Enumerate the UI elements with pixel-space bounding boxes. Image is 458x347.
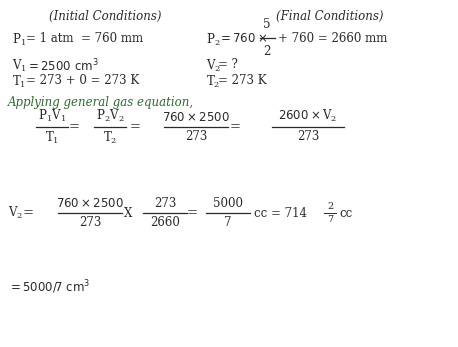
Text: = ?: = ?: [218, 58, 238, 71]
Text: $\mathregular{V_1}$: $\mathregular{V_1}$: [12, 58, 27, 74]
Text: =: =: [69, 120, 80, 134]
Text: $\mathregular{P_2}$: $\mathregular{P_2}$: [206, 32, 220, 48]
Text: $= 2500\ \mathrm{cm^3}$: $= 2500\ \mathrm{cm^3}$: [26, 58, 99, 75]
Text: 5: 5: [263, 18, 271, 31]
Text: $\mathregular{T_1}$: $\mathregular{T_1}$: [12, 74, 26, 90]
Text: (Initial Conditions): (Initial Conditions): [49, 10, 161, 23]
Text: 273: 273: [185, 130, 207, 143]
Text: $\mathregular{T_1}$: $\mathregular{T_1}$: [45, 130, 59, 146]
Text: $\mathregular{V_2}$: $\mathregular{V_2}$: [8, 205, 23, 221]
Text: $\mathregular{P_2V_2}$: $\mathregular{P_2V_2}$: [96, 108, 124, 124]
Text: = 273 K: = 273 K: [218, 74, 267, 87]
Text: 2: 2: [263, 45, 271, 58]
Text: 273: 273: [297, 130, 319, 143]
Text: 7: 7: [327, 215, 333, 224]
Text: 5000: 5000: [213, 197, 243, 210]
Text: $760 \times 2500$: $760 \times 2500$: [56, 197, 124, 210]
Text: =: =: [229, 120, 240, 134]
Text: (Final Conditions): (Final Conditions): [276, 10, 384, 23]
Text: cc = 714: cc = 714: [254, 206, 307, 220]
Text: $\mathregular{T_2}$: $\mathregular{T_2}$: [206, 74, 220, 90]
Text: =: =: [186, 206, 197, 220]
Text: $\mathregular{T_2}$: $\mathregular{T_2}$: [103, 130, 117, 146]
Text: Applying general gas equation,: Applying general gas equation,: [8, 96, 194, 109]
Text: cc: cc: [339, 206, 352, 220]
Text: =: =: [23, 206, 34, 220]
Text: 2660: 2660: [150, 216, 180, 229]
Text: $\mathregular{P_1}$: $\mathregular{P_1}$: [12, 32, 26, 48]
Text: 273: 273: [79, 216, 101, 229]
Text: $760 \times 2500$: $760 \times 2500$: [162, 111, 230, 124]
Text: $\mathregular{V_2}$: $\mathregular{V_2}$: [206, 58, 221, 74]
Text: $= 760 \times$: $= 760 \times$: [218, 32, 267, 45]
Text: X: X: [124, 206, 132, 220]
Text: 273: 273: [154, 197, 176, 210]
Text: = 1 atm  = 760 mm: = 1 atm = 760 mm: [26, 32, 143, 45]
Text: $\mathregular{P_1V_1}$: $\mathregular{P_1V_1}$: [38, 108, 66, 124]
Text: 2: 2: [327, 202, 333, 211]
Text: =: =: [130, 120, 141, 134]
Text: = 273 + 0 = 273 K: = 273 + 0 = 273 K: [26, 74, 139, 87]
Text: 7: 7: [224, 216, 232, 229]
Text: $2600 \times \mathregular{V_2}$: $2600 \times \mathregular{V_2}$: [278, 108, 338, 124]
Text: + 760 = 2660 mm: + 760 = 2660 mm: [278, 32, 387, 45]
Text: $= 5000/7\ \mathrm{cm^3}$: $= 5000/7\ \mathrm{cm^3}$: [8, 278, 91, 296]
